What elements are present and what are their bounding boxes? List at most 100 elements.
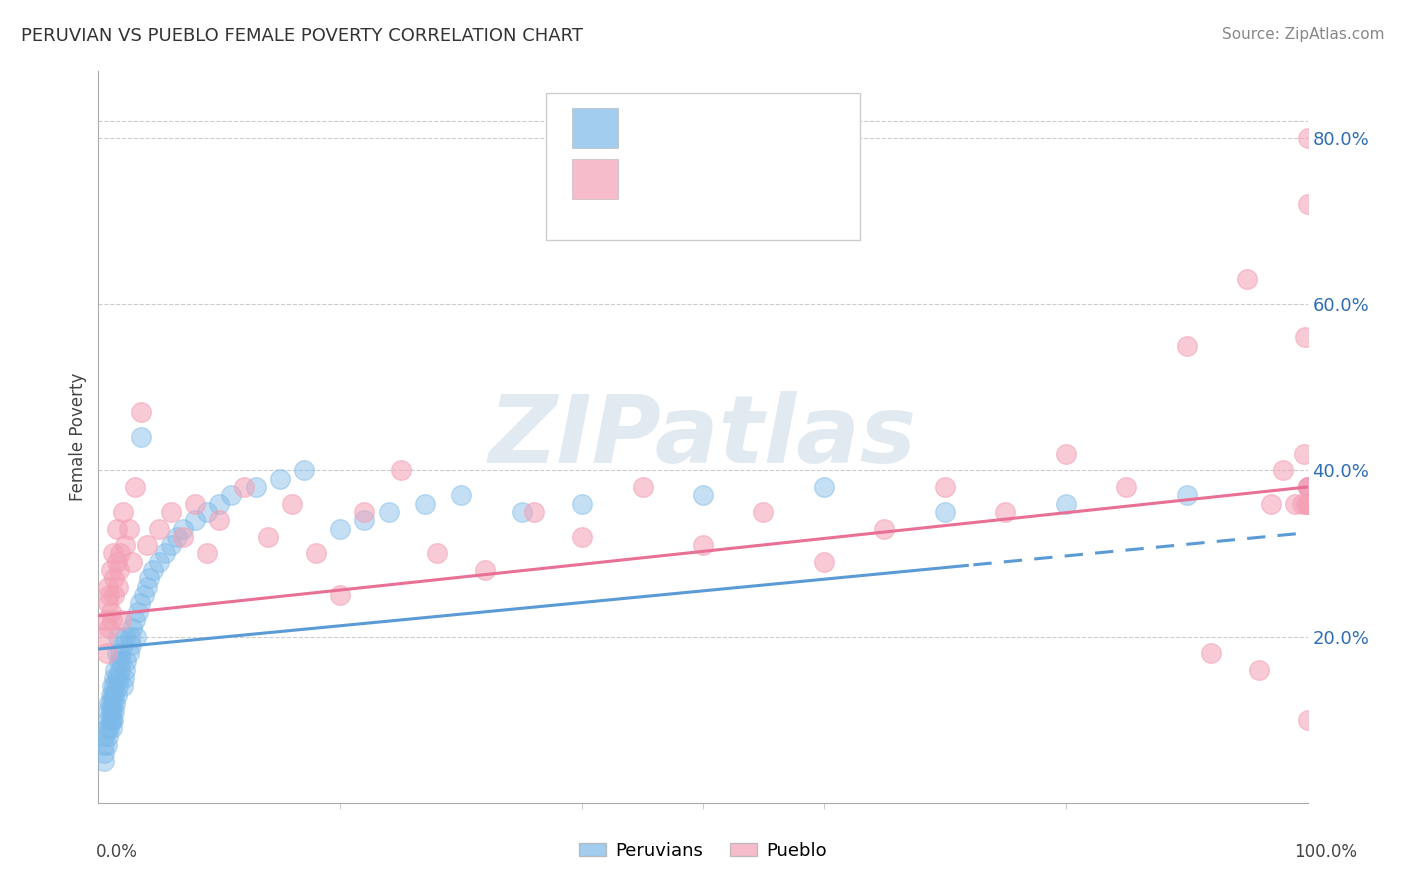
Point: [1295, 497, 1317, 511]
Point: [1054, 497, 1077, 511]
Point: [129, 430, 152, 444]
Point: [692, 488, 714, 502]
Point: [103, 688, 125, 702]
Point: [1291, 497, 1313, 511]
Y-axis label: Female Poverty: Female Poverty: [69, 373, 87, 501]
Point: [166, 530, 188, 544]
Point: [1296, 480, 1319, 494]
Text: ZIPatlas: ZIPatlas: [489, 391, 917, 483]
Point: [112, 671, 135, 685]
Point: [111, 680, 134, 694]
Point: [510, 505, 533, 519]
Point: [160, 538, 183, 552]
Point: [329, 521, 352, 535]
Point: [692, 538, 714, 552]
Point: [120, 638, 142, 652]
Point: [1284, 497, 1306, 511]
Point: [111, 638, 134, 652]
Point: [108, 563, 131, 577]
Legend: Peruvians, Pueblo: Peruvians, Pueblo: [572, 835, 834, 867]
Point: [752, 505, 775, 519]
Point: [111, 505, 134, 519]
Point: [124, 613, 146, 627]
Point: [1296, 497, 1319, 511]
Text: R =  0.185   N = 82: R = 0.185 N = 82: [630, 119, 821, 137]
Point: [1292, 447, 1315, 461]
Point: [121, 555, 143, 569]
Point: [269, 472, 291, 486]
Text: PERUVIAN VS PUEBLO FEMALE POVERTY CORRELATION CHART: PERUVIAN VS PUEBLO FEMALE POVERTY CORREL…: [21, 27, 583, 45]
Point: [221, 488, 243, 502]
Point: [108, 546, 131, 560]
Point: [128, 596, 150, 610]
Point: [148, 521, 170, 535]
Point: [97, 729, 120, 743]
Point: [98, 721, 121, 735]
Point: [94, 613, 117, 627]
Point: [195, 546, 218, 560]
Point: [142, 563, 165, 577]
Point: [93, 754, 115, 768]
Point: [208, 497, 231, 511]
Point: [184, 513, 207, 527]
Point: [121, 621, 143, 635]
Point: [138, 571, 160, 585]
Point: [96, 646, 118, 660]
Point: [153, 546, 176, 560]
Point: [195, 505, 218, 519]
Text: 0.0%: 0.0%: [96, 843, 138, 861]
Point: [184, 497, 207, 511]
FancyBboxPatch shape: [546, 94, 860, 240]
Point: [98, 696, 121, 710]
Point: [1249, 663, 1271, 677]
Point: [124, 480, 146, 494]
Point: [571, 497, 593, 511]
Point: [93, 738, 115, 752]
Point: [1296, 480, 1319, 494]
Point: [426, 546, 449, 560]
Point: [118, 521, 141, 535]
Point: [114, 663, 136, 677]
Point: [98, 621, 121, 635]
Point: [107, 680, 129, 694]
Point: [100, 563, 122, 577]
Point: [523, 505, 546, 519]
Point: [103, 588, 125, 602]
Point: [100, 680, 122, 694]
Point: [110, 655, 132, 669]
Point: [1115, 480, 1137, 494]
Point: [305, 546, 328, 560]
Point: [1294, 330, 1316, 344]
Point: [101, 688, 124, 702]
Point: [135, 580, 157, 594]
Point: [135, 538, 157, 552]
Text: Source: ZipAtlas.com: Source: ZipAtlas.com: [1222, 27, 1385, 42]
Point: [232, 480, 254, 494]
Point: [125, 630, 148, 644]
Point: [97, 580, 120, 594]
Point: [245, 480, 267, 494]
Point: [108, 671, 131, 685]
Point: [813, 480, 835, 494]
Point: [100, 713, 122, 727]
Point: [1175, 488, 1198, 502]
Point: [96, 738, 118, 752]
Point: [377, 505, 399, 519]
Point: [103, 705, 125, 719]
Point: [107, 580, 129, 594]
Point: [256, 530, 278, 544]
Point: [1296, 197, 1319, 211]
Point: [115, 655, 138, 669]
Point: [103, 671, 125, 685]
Point: [1296, 713, 1319, 727]
Point: [110, 613, 132, 627]
Point: [101, 713, 124, 727]
Point: [1175, 338, 1198, 352]
Point: [1296, 480, 1319, 494]
Point: [108, 646, 131, 660]
Point: [104, 696, 127, 710]
Point: [353, 505, 375, 519]
Point: [105, 646, 128, 660]
Point: [281, 497, 304, 511]
Point: [1054, 447, 1077, 461]
